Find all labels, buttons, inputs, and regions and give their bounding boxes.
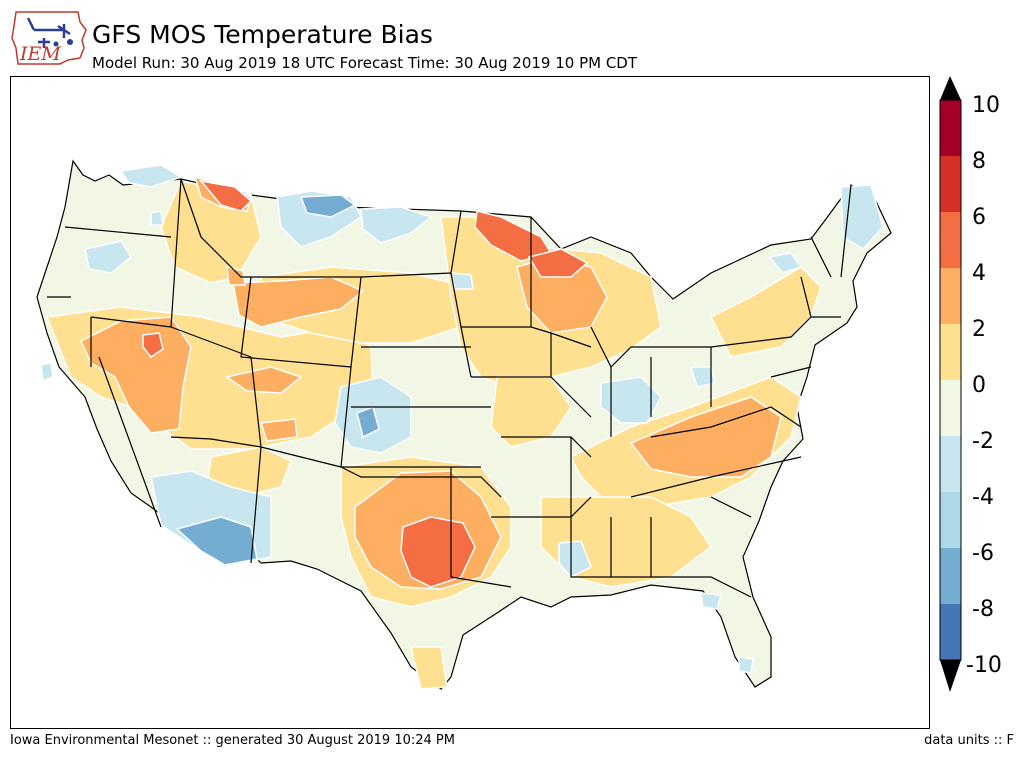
colorbar-under-arrow: [940, 660, 961, 692]
colorbar-tick: 6: [972, 205, 986, 230]
state-borders: [47, 178, 852, 598]
wind-vane-icon: [26, 17, 71, 48]
colorbar: [939, 76, 962, 692]
colorbar-band-2: [940, 324, 961, 380]
colorbar-band-neg8: [940, 604, 961, 660]
colorbar-band-6: [940, 212, 961, 268]
colorbar-tick: -10: [966, 653, 1002, 678]
colorbar-band-4: [940, 268, 961, 324]
colorbar-tick: -2: [972, 429, 994, 454]
colorbar-tick: 8: [972, 149, 986, 174]
colorbar-band-neg4: [940, 492, 961, 548]
colorbar-band-neg2: [940, 436, 961, 492]
logo-text: IEM: [19, 43, 61, 65]
cool-regions: [175, 194, 380, 566]
hot-regions: [142, 179, 589, 588]
warm-regions: [80, 175, 782, 590]
colorbar-tick: 0: [972, 373, 986, 398]
bias-map: [36, 159, 892, 690]
iem-logo: IEM: [11, 11, 87, 65]
colorbar-band-neg6: [940, 548, 961, 604]
colorbar-band-0: [940, 380, 961, 436]
colorbar-tick: -4: [972, 485, 994, 510]
map-title: GFS MOS Temperature Bias: [92, 20, 433, 49]
colorbar-over-arrow: [940, 76, 961, 100]
map-subtitle: Model Run: 30 Aug 2019 18 UTC Forecast T…: [92, 54, 638, 72]
colorbar-tick: 10: [972, 93, 1000, 118]
footer-credit: Iowa Environmental Mesonet :: generated …: [10, 733, 455, 748]
colorbar-tick: -8: [972, 597, 994, 622]
colorbar-band-8: [940, 156, 961, 212]
footer-units: data units :: F: [924, 733, 1014, 748]
map-panel: [10, 76, 930, 729]
colorbar-tick: 2: [972, 317, 986, 342]
colorbar-band-10: [940, 100, 961, 156]
colorbar-tick: 4: [972, 261, 986, 286]
colorbar-tick: -6: [972, 541, 994, 566]
